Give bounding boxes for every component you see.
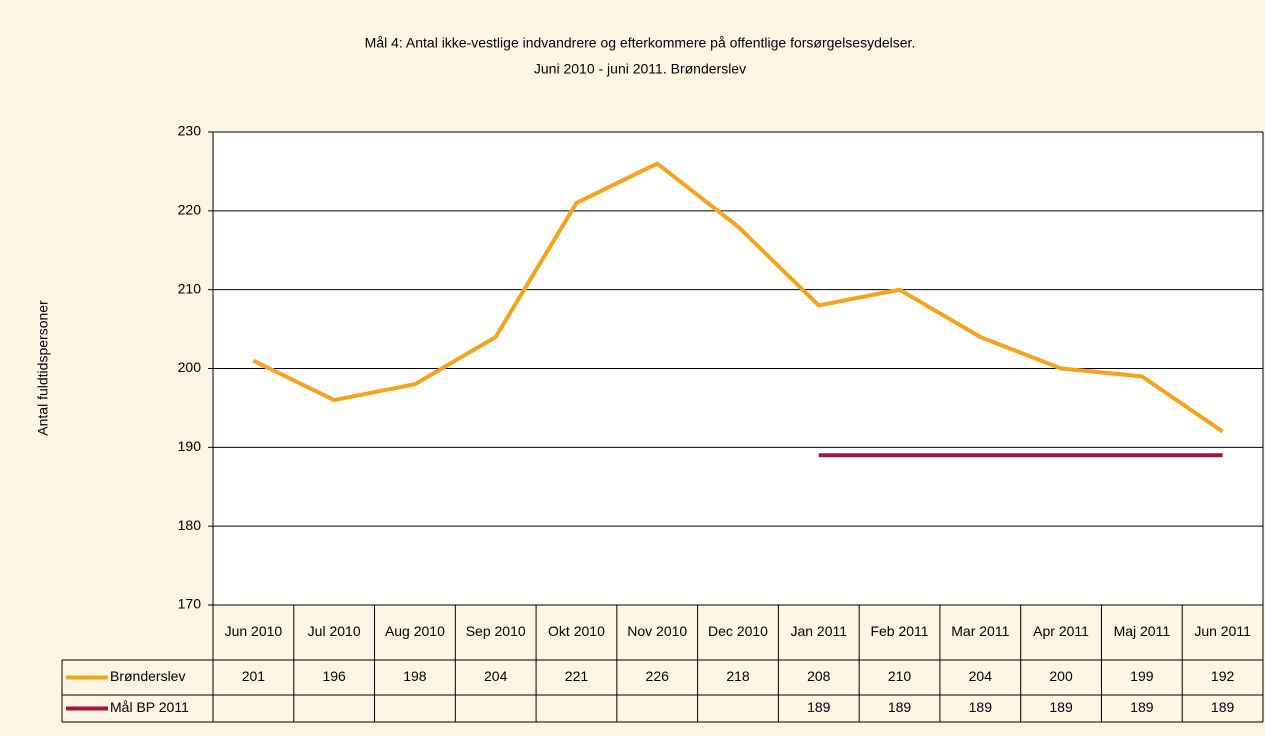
y-tick-label: 170 bbox=[178, 596, 202, 612]
table-value: 208 bbox=[807, 668, 831, 684]
x-tick-label: Okt 2010 bbox=[548, 623, 605, 639]
x-tick-label: Aug 2010 bbox=[385, 623, 445, 639]
y-tick-label: 190 bbox=[178, 438, 202, 454]
x-tick-label: Apr 2011 bbox=[1033, 623, 1089, 639]
table-value: 192 bbox=[1211, 668, 1235, 684]
x-tick-label: Mar 2011 bbox=[951, 623, 1009, 639]
table-value: 189 bbox=[1130, 699, 1154, 715]
table-value: 218 bbox=[726, 668, 750, 684]
y-tick-label: 200 bbox=[178, 359, 202, 375]
table-value: 189 bbox=[888, 699, 912, 715]
table-value: 189 bbox=[1211, 699, 1235, 715]
x-tick-label: Jun 2010 bbox=[225, 623, 283, 639]
table-value: 200 bbox=[1049, 668, 1073, 684]
x-tick-label: Sep 2010 bbox=[466, 623, 526, 639]
table-value: 204 bbox=[484, 668, 508, 684]
table-value: 226 bbox=[646, 668, 670, 684]
x-tick-label: Jan 2011 bbox=[790, 623, 847, 639]
chart-title: Mål 4: Antal ikke-vestlige indvandrere o… bbox=[365, 35, 916, 51]
x-tick-label: Jul 2010 bbox=[308, 623, 361, 639]
table-value: 196 bbox=[322, 668, 346, 684]
y-tick-label: 180 bbox=[178, 517, 202, 533]
x-tick-label: Dec 2010 bbox=[708, 623, 768, 639]
x-tick-label: Maj 2011 bbox=[1114, 623, 1171, 639]
x-tick-label: Jun 2011 bbox=[1194, 623, 1251, 639]
x-tick-label: Nov 2010 bbox=[627, 623, 687, 639]
table-value: 204 bbox=[969, 668, 993, 684]
x-tick-label: Feb 2011 bbox=[870, 623, 928, 639]
y-tick-label: 210 bbox=[178, 280, 202, 296]
series-line bbox=[252, 161, 1224, 434]
legend-label: Mål BP 2011 bbox=[110, 699, 189, 715]
y-tick-label: 220 bbox=[178, 202, 202, 218]
table-value: 189 bbox=[969, 699, 993, 715]
table-value: 201 bbox=[242, 668, 266, 684]
table-value: 189 bbox=[807, 699, 831, 715]
legend-label: Brønderslev bbox=[110, 668, 185, 684]
chart-subtitle: Juni 2010 - juni 2011. Brønderslev bbox=[534, 61, 746, 77]
table-value: 198 bbox=[403, 668, 427, 684]
table-value: 189 bbox=[1049, 699, 1073, 715]
y-axis-label: Antal fuldtidspersoner bbox=[35, 300, 51, 436]
y-tick-label: 230 bbox=[178, 123, 202, 139]
table-value: 221 bbox=[565, 668, 589, 684]
table-value: 210 bbox=[888, 668, 912, 684]
table-value: 199 bbox=[1130, 668, 1154, 684]
